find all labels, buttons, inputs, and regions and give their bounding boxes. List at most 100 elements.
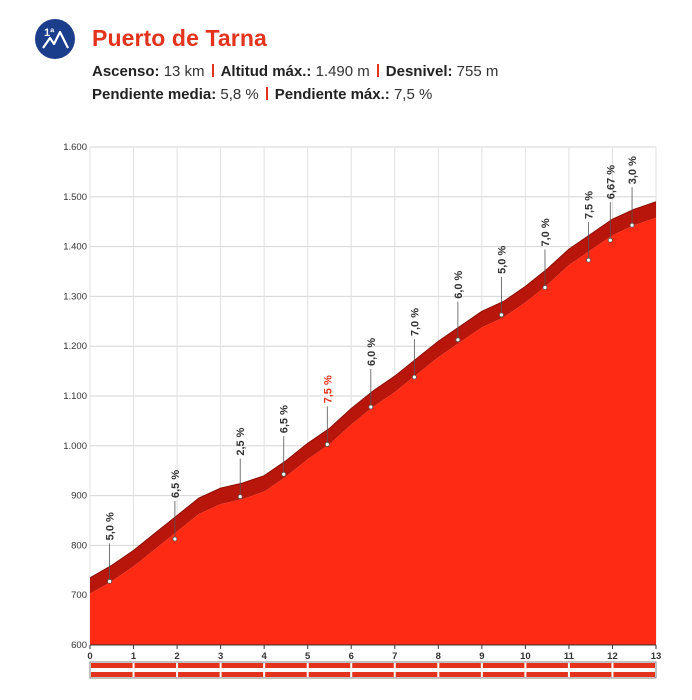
climb-title: Puerto de Tarna [92,25,267,51]
stat-label: Pendiente máx.: [274,86,390,103]
gradient-marker [324,441,330,447]
gradient-marker [607,237,613,243]
km-scale-segment [134,663,177,668]
gradient-label: 5,0 % [105,512,117,540]
gradient-label: 7,0 % [540,218,552,246]
stat-label: Ascenso: [92,63,160,80]
x-tick-label: 1 [131,651,137,662]
gradient-marker [499,312,504,318]
climb-header: 1ª Puerto de Tarna Ascenso: 13 km Altitud… [34,18,674,108]
km-scale-segment [265,663,307,668]
mountain-icon [42,30,69,49]
km-scale-segment [91,672,133,677]
km-scale-segment [569,672,612,677]
x-tick-label: 7 [392,651,397,662]
y-tick-label: 1.500 [63,192,87,203]
x-tick-label: 12 [607,651,618,662]
km-scale-segment [439,663,481,668]
gradient-marker [237,494,243,500]
gradient-label: 7,0 % [409,308,421,336]
y-tick-label: 1.000 [63,441,87,452]
gradient-label: 6,5 % [170,470,182,498]
x-tick-label: 5 [305,651,311,662]
km-scale-segment [221,663,264,668]
km-scale-segment [308,663,351,668]
gradient-marker [107,578,112,584]
stat-value: 13 km [163,63,205,80]
x-tick-label: 13 [651,651,662,662]
profile-ridge [89,201,657,579]
separator [376,64,379,77]
km-scale-segment [526,663,568,668]
y-tick-label: 900 [71,491,87,502]
gradient-label: 6,0 % [366,338,378,366]
km-scale-segment [265,672,307,677]
stat-label: Altitud máx.: [220,63,312,80]
y-tick-label: 800 [71,540,87,551]
km-scale-segment [91,663,133,668]
x-tick-label: 10 [520,651,531,662]
km-scale-segment [613,672,655,677]
gradient-label: 6,5 % [279,405,291,433]
y-tick-label: 1.400 [63,242,87,253]
km-scale-segment [352,672,394,677]
km-scale-segment [482,663,525,668]
y-tick-label: 600 [71,640,87,651]
separator [265,87,268,100]
km-scale-segment [134,672,177,677]
y-tick-label: 1.300 [63,291,87,302]
profile-area [90,217,656,645]
x-tick-label: 9 [479,651,484,662]
km-scale-segment [439,672,481,677]
km-scale-segment [569,663,612,668]
x-tick-label: 3 [218,651,223,662]
km-scale-segment [395,672,438,677]
gradient-marker [455,337,461,343]
gradient-label: 7,5 % [322,375,334,403]
climb-category-badge: 1ª [35,19,75,59]
y-tick-label: 1.600 [63,142,87,153]
km-scale-segment [221,672,264,677]
gradient-label: 7,5 % [584,191,596,219]
y-tick-label: 1.100 [63,391,87,402]
badge-category-label: 1ª [44,27,55,39]
x-tick-label: 4 [262,651,268,662]
km-scale-segment [395,663,438,668]
gradient-marker [368,404,374,410]
gradient-marker [411,374,417,380]
gradient-label: 3,0 % [627,156,639,184]
km-scale-segment [482,672,525,677]
x-tick-label: 0 [87,651,92,662]
gradient-marker [542,285,548,290]
gradient-marker [281,471,287,477]
x-tick-label: 8 [436,651,441,662]
gradient-label: 2,5 % [235,427,247,455]
gradient-label: 6,67 % [605,165,617,199]
gradient-marker [172,536,178,542]
x-tick-label: 6 [349,651,354,662]
y-tick-label: 1.200 [63,341,87,352]
profile-top-band [90,201,656,594]
stat-label: Pendiente media: [92,86,217,103]
km-scale-segment [178,663,220,668]
gradient-label: 5,0 % [496,246,508,274]
km-scale-frame [89,661,657,679]
stat-value: 1.490 m [315,63,370,80]
km-scale-segment [178,672,220,677]
stats-row-1: Ascenso: 13 km Altitud máx.: 1.490 m Desni… [92,63,498,80]
stats-row-2: Pendiente media: 5,8 % Pendiente máx.: 7,… [92,86,432,103]
km-scale-segment [613,663,655,668]
gradient-label: 6,0 % [453,270,465,298]
stat-value: 5,8 % [220,86,259,103]
separator [211,64,214,77]
x-tick-label: 2 [174,651,179,662]
km-scale-segment [352,663,394,668]
stat-value: 7,5 % [393,86,433,103]
gradient-marker [629,222,635,228]
km-scale-segment [526,672,568,677]
km-scale-segment [308,672,351,677]
y-tick-label: 700 [71,590,87,601]
gradient-marker [586,257,591,263]
stat-label: Desnivel: [385,63,453,80]
